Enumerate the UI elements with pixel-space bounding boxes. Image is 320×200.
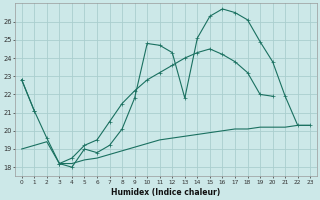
X-axis label: Humidex (Indice chaleur): Humidex (Indice chaleur) (111, 188, 220, 197)
